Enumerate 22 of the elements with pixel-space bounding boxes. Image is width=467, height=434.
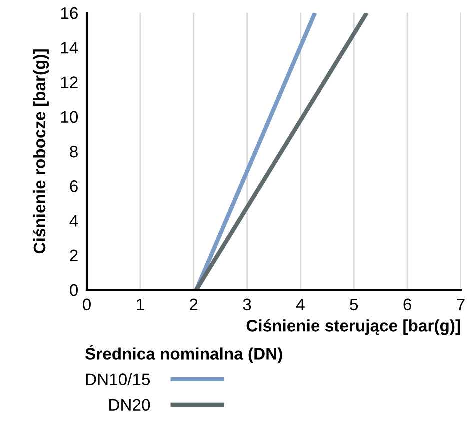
y-tick-label: 14 [61,42,78,54]
x-tick-label: 1 [137,298,144,310]
y-tick-label: 10 [61,111,78,124]
y-axis-title: Ciśnienie robocze [bar(g)] [33,50,50,254]
x-tick-label: 2 [190,298,198,310]
x-tick-label: 4 [296,298,305,310]
y-tick-label: 8 [70,146,78,158]
x-axis-title: Ciśnienie sterujące [bar(g)] [246,319,460,336]
x-tick-label: 7 [457,298,465,310]
y-tick-label: 16 [61,7,78,20]
y-tick-label: 0 [70,284,78,296]
x-tick-label: 5 [350,298,358,311]
x-tick-label: 3 [243,298,252,311]
legend-title: Średnica nominalna (DN) [85,345,282,364]
y-tick-label: 12 [61,76,78,88]
y-tick-label: 6 [70,180,78,192]
legend-label: DN10/15 [86,373,150,386]
y-tick-label: 4 [70,215,78,227]
x-tick-label: 0 [83,298,91,311]
legend-label: DN20 [110,399,150,412]
x-tick-label: 6 [404,298,412,311]
y-tick-label: 2 [70,250,78,262]
